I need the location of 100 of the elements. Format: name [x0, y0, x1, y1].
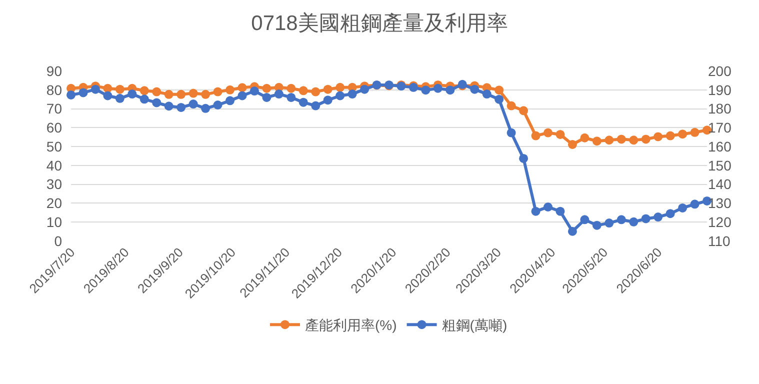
point	[544, 202, 552, 212]
point	[176, 102, 186, 112]
point	[678, 203, 688, 212]
legend-label: 產能利用率(%)	[305, 317, 397, 334]
point	[666, 131, 675, 140]
y-tick-label: 20	[46, 195, 62, 212]
point	[164, 102, 174, 111]
point	[531, 206, 540, 216]
point	[616, 215, 626, 224]
y2-tick-label: 160	[708, 138, 732, 154]
point	[140, 86, 149, 96]
point	[336, 82, 345, 92]
point	[274, 90, 284, 99]
y-tick-label: 0	[54, 232, 62, 249]
point	[311, 101, 320, 110]
y-tick-label: 90	[46, 62, 62, 79]
y-tick-label: 10	[46, 214, 62, 230]
y-tick-label: 30	[46, 176, 62, 192]
point	[568, 140, 577, 149]
point	[286, 84, 296, 93]
point	[238, 91, 247, 100]
y2-tick-label: 190	[708, 82, 732, 98]
point	[629, 136, 638, 145]
point	[519, 106, 528, 116]
point	[226, 85, 234, 94]
point	[506, 128, 516, 138]
point	[604, 136, 614, 145]
point	[556, 130, 565, 139]
y2-tick-label: 150	[708, 157, 732, 174]
point	[421, 86, 430, 95]
point	[128, 90, 137, 99]
y-tick-label: 40	[46, 157, 62, 174]
point	[323, 96, 332, 105]
point	[519, 154, 528, 163]
point	[654, 132, 663, 142]
point	[616, 134, 626, 144]
point	[666, 209, 675, 218]
point	[250, 86, 259, 96]
point	[286, 92, 296, 102]
point	[226, 96, 234, 106]
y2-tick-label: 110	[708, 232, 731, 249]
point	[164, 90, 174, 99]
point	[568, 226, 577, 236]
point	[90, 84, 100, 94]
point	[201, 90, 210, 99]
point	[690, 128, 700, 137]
point	[470, 84, 480, 94]
y2-tick-label: 170	[708, 120, 732, 136]
point	[66, 90, 76, 100]
point	[654, 212, 663, 222]
point	[323, 84, 332, 94]
point	[188, 100, 198, 109]
point	[176, 90, 186, 99]
point	[482, 90, 492, 99]
point	[556, 206, 565, 216]
point	[115, 84, 124, 94]
point	[103, 91, 112, 100]
point	[629, 217, 638, 226]
point	[360, 84, 370, 94]
point	[494, 94, 504, 104]
point	[140, 94, 149, 104]
point	[592, 220, 602, 230]
point	[262, 92, 272, 102]
point	[298, 86, 308, 96]
y-tick-label: 80	[46, 82, 62, 98]
point	[78, 88, 88, 98]
point	[641, 214, 650, 224]
point	[690, 200, 700, 209]
y-tick-label: 50	[46, 138, 62, 154]
point	[115, 94, 124, 103]
point	[580, 133, 590, 142]
y2-tick-label: 140	[708, 176, 732, 192]
point	[152, 98, 162, 108]
y2-tick-label: 180	[708, 100, 732, 117]
point	[336, 91, 345, 100]
point	[678, 130, 688, 139]
point	[641, 134, 650, 144]
point	[604, 218, 614, 228]
point	[446, 86, 455, 95]
y2-tick-label: 200	[708, 62, 732, 79]
chart-title: 0718美國粗鋼產量及利用率	[251, 12, 508, 36]
point	[531, 131, 540, 140]
point	[238, 83, 247, 92]
point	[311, 87, 320, 96]
point	[213, 100, 222, 110]
y2-tick-label: 120	[708, 214, 732, 230]
point	[592, 136, 602, 146]
y-tick-label: 70	[46, 100, 62, 117]
y2-tick-label: 130	[708, 195, 732, 212]
point	[188, 88, 198, 98]
point	[262, 84, 272, 93]
point	[348, 90, 357, 99]
point	[152, 87, 162, 96]
point	[201, 104, 210, 113]
point	[494, 86, 504, 95]
point	[213, 87, 222, 96]
point	[580, 215, 590, 224]
point	[506, 101, 516, 110]
point	[298, 98, 308, 107]
point	[544, 128, 552, 138]
